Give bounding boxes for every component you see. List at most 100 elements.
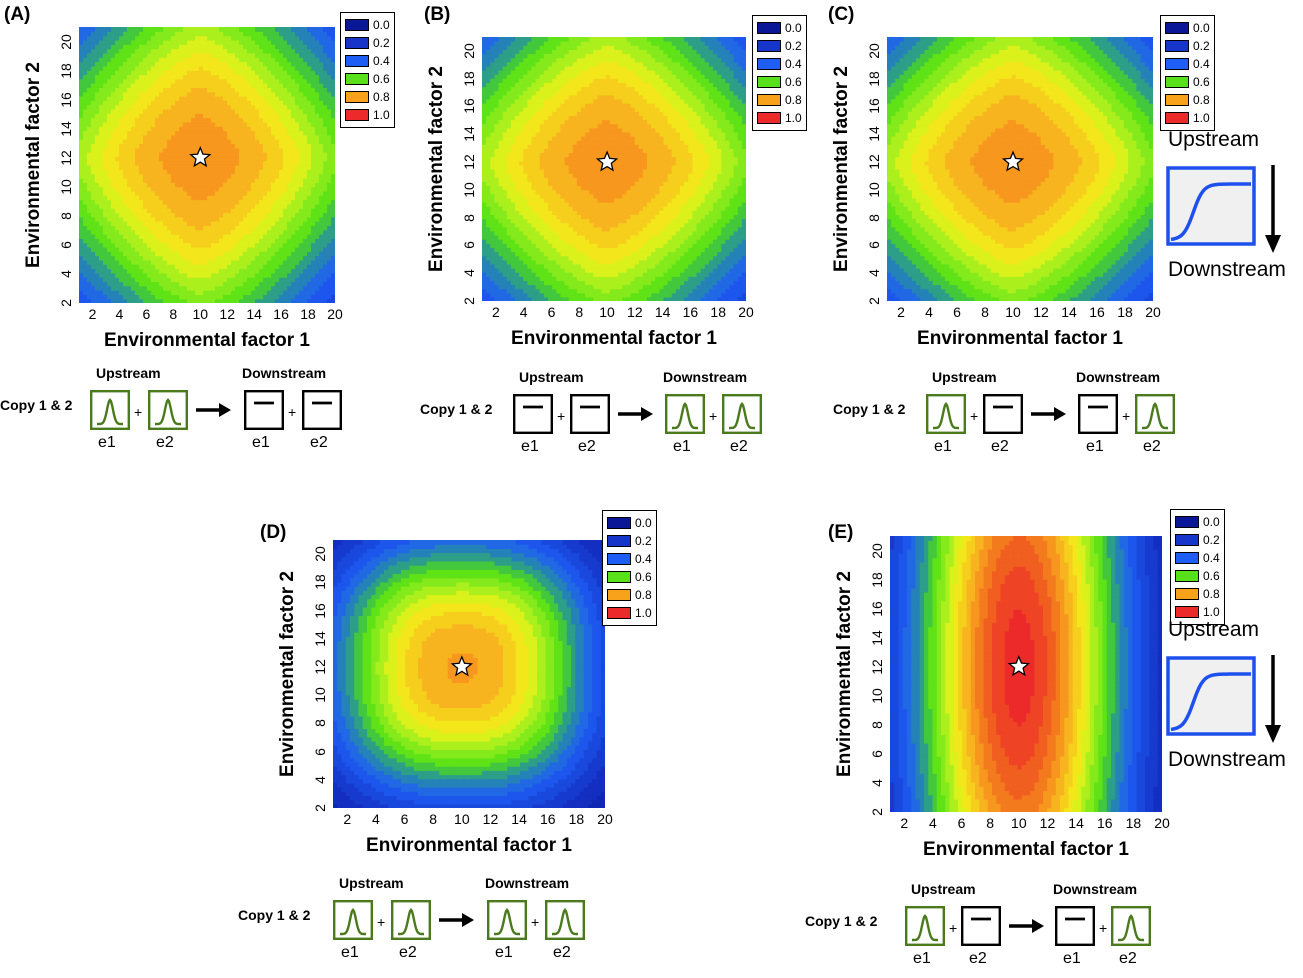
- heatmap-cell: [519, 276, 524, 281]
- heatmap-cell: [163, 79, 168, 84]
- heatmap-cell: [203, 200, 208, 205]
- heatmap-cell: [111, 57, 116, 62]
- heatmap-cell: [219, 174, 224, 179]
- heatmap-cell: [499, 239, 504, 244]
- heatmap-cell: [486, 78, 491, 83]
- heatmap-cell: [486, 58, 491, 63]
- heatmap-cell: [311, 204, 316, 209]
- heatmap-cell: [111, 131, 116, 136]
- heatmap-cell: [243, 200, 248, 205]
- heatmap-cell: [243, 212, 248, 217]
- heatmap-cell: [279, 135, 284, 140]
- heatmap-cell: [307, 234, 312, 239]
- heatmap-cell: [223, 44, 228, 49]
- heatmap-cell: [171, 74, 176, 79]
- heatmap-cell: [263, 230, 268, 235]
- heatmap-cell: [503, 210, 508, 215]
- heatmap-cell: [207, 273, 212, 278]
- heatmap-cell: [191, 79, 196, 84]
- heatmap-cell: [523, 95, 528, 100]
- heatmap-cell: [259, 156, 264, 161]
- heatmap-cell: [511, 115, 516, 120]
- heatmap-cell: [199, 182, 204, 187]
- heatmap-cell: [319, 139, 324, 144]
- heatmap-cell: [171, 221, 176, 226]
- heatmap-cell: [307, 139, 312, 144]
- heatmap-cell: [171, 66, 176, 71]
- heatmap-cell: [255, 156, 260, 161]
- heatmap-cell: [119, 273, 124, 278]
- heatmap-cell: [207, 294, 212, 299]
- heatmap-cell: [227, 143, 232, 148]
- heatmap-cell: [255, 264, 260, 269]
- heatmap-cell: [103, 27, 108, 32]
- heatmap-cell: [219, 178, 224, 183]
- heatmap-cell: [83, 27, 88, 32]
- heatmap-cell: [167, 118, 172, 123]
- heatmap-cell: [283, 174, 288, 179]
- heatmap-cell: [263, 247, 268, 252]
- heatmap-cell: [195, 135, 200, 140]
- heatmap-cell: [207, 57, 212, 62]
- legend-entry: 0.4: [345, 52, 390, 70]
- heatmap-cell: [167, 83, 172, 88]
- heatmap-cell: [503, 49, 508, 54]
- heatmap-cell: [331, 122, 335, 127]
- heatmap-cell: [275, 139, 280, 144]
- heatmap-cell: [255, 87, 260, 92]
- heatmap-cell: [323, 169, 328, 174]
- heatmap-cell: [511, 247, 516, 252]
- heatmap-cell: [311, 281, 316, 286]
- heatmap-cell: [187, 70, 192, 75]
- heatmap-cell: [323, 182, 328, 187]
- heatmap-cell: [163, 204, 168, 209]
- heatmap-cell: [319, 243, 324, 248]
- heatmap-cell: [255, 105, 260, 110]
- heatmap-cell: [515, 132, 520, 137]
- heatmap-cell: [187, 135, 192, 140]
- heatmap-cell: [175, 230, 180, 235]
- heatmap-cell: [279, 100, 284, 105]
- heatmap-cell: [219, 290, 224, 295]
- heatmap-cell: [179, 79, 184, 84]
- heatmap-cell: [499, 297, 504, 301]
- heatmap-cell: [95, 195, 100, 200]
- heatmap-cell: [219, 243, 224, 248]
- heatmap-cell: [191, 191, 196, 196]
- heatmap-cell: [163, 74, 168, 79]
- heatmap-cell: [263, 100, 268, 105]
- heatmap-cell: [319, 70, 324, 75]
- heatmap-cell: [519, 214, 524, 219]
- heatmap-cell: [119, 299, 124, 303]
- heatmap-cell: [135, 36, 140, 41]
- heatmap-cell: [171, 126, 176, 131]
- heatmap-cell: [507, 120, 512, 125]
- heatmap-cell: [87, 161, 92, 166]
- heatmap-cell: [123, 178, 128, 183]
- heatmap-cell: [307, 165, 312, 170]
- heatmap-cell: [507, 161, 512, 166]
- heatmap-cell: [99, 269, 104, 274]
- heatmap-cell: [83, 294, 88, 299]
- heatmap-cell: [91, 113, 96, 118]
- heatmap-cell: [291, 152, 296, 157]
- heatmap-cell: [163, 264, 168, 269]
- heatmap-cell: [95, 36, 100, 41]
- heatmap-cell: [327, 290, 332, 295]
- heatmap-cell: [331, 66, 335, 71]
- heatmap-cell: [159, 62, 164, 67]
- heatmap-cell: [223, 182, 228, 187]
- heatmap-cell: [79, 96, 84, 101]
- heatmap-cell: [490, 107, 495, 112]
- heatmap-cell: [203, 182, 208, 187]
- heatmap-cell: [486, 165, 491, 170]
- heatmap-cell: [131, 212, 136, 217]
- heatmap-cell: [171, 294, 176, 299]
- heatmap-cell: [295, 256, 300, 261]
- heatmap-cell: [203, 126, 208, 131]
- heatmap-cell: [179, 243, 184, 248]
- heatmap-cell: [115, 57, 120, 62]
- heatmap-cell: [175, 57, 180, 62]
- heatmap-cell: [111, 281, 116, 286]
- heatmap-cell: [107, 92, 112, 97]
